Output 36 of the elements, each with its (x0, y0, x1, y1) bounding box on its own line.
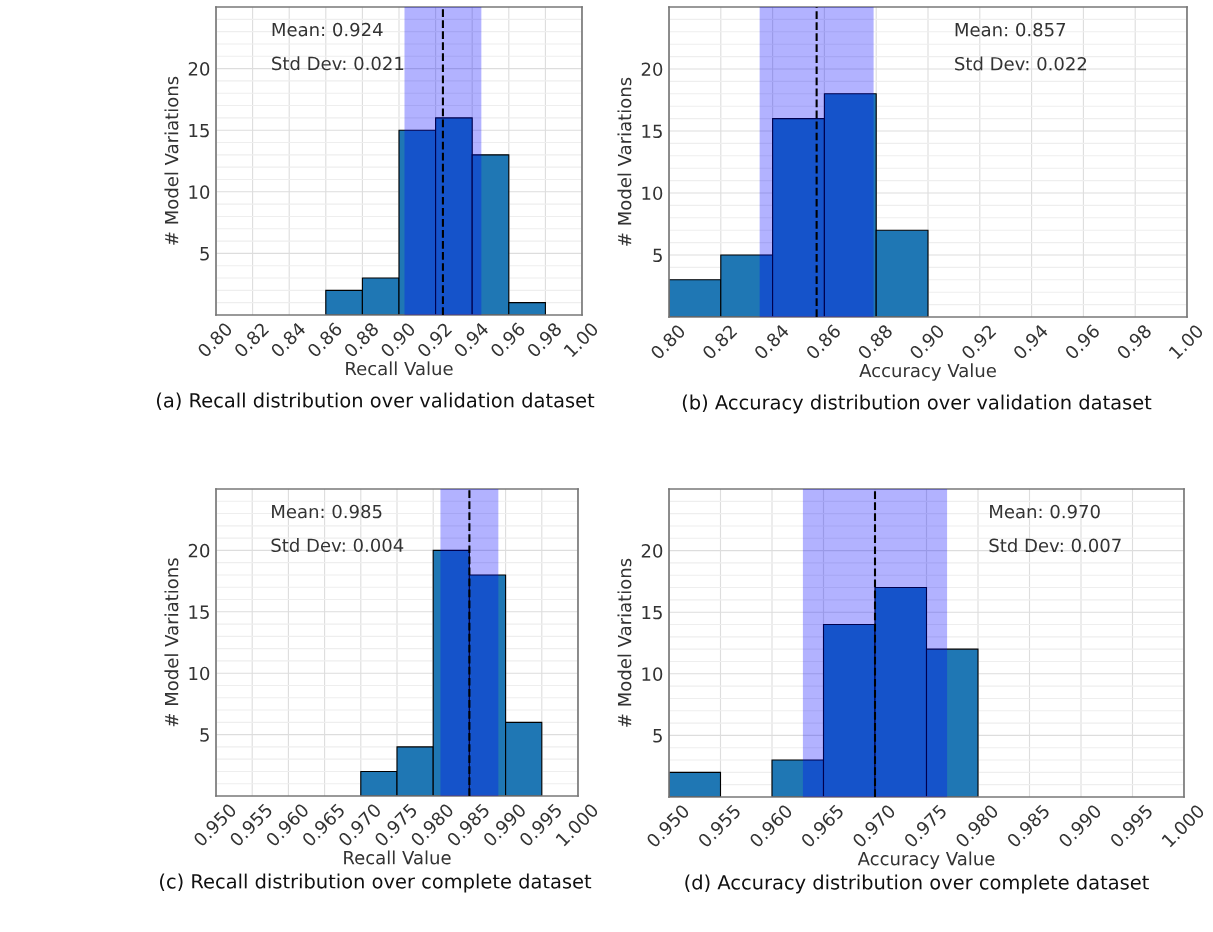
text: (b) Accuracy distribution over validation dataset (682, 394, 1152, 414)
y-tick-label: 10 (642, 667, 663, 681)
y-tick-label: 20 (641, 544, 663, 558)
y-axis-title: # Model Variations (164, 76, 179, 245)
y-tick-label: 5 (653, 729, 662, 743)
y-tick-label: 10 (642, 186, 663, 201)
y-tick-label: 15 (642, 124, 662, 139)
y-tick-label: 5 (653, 248, 662, 263)
annotation: Std Dev: 0.004 (271, 538, 404, 553)
annotation: Std Dev: 0.007 (989, 538, 1121, 553)
y-tick-label: 20 (188, 62, 210, 76)
y-axis-title: # Model Variations (164, 558, 179, 727)
y-tick-label: 15 (189, 605, 209, 619)
annotation: Mean: 0.924 (272, 22, 383, 37)
y-tick-label: 10 (189, 666, 210, 681)
y-axis-title: # Model Variations (617, 558, 632, 727)
y-tick-label: 15 (189, 123, 209, 138)
y-tick-label: 20 (188, 543, 210, 558)
annotation: Std Dev: 0.021 (272, 56, 404, 71)
y-tick-label: 5 (200, 247, 209, 261)
annotation: Mean: 0.857 (955, 22, 1066, 37)
annotation: Mean: 0.970 (990, 504, 1100, 519)
x-axis-title: Recall Value (346, 361, 453, 376)
y-tick-label: 20 (641, 62, 663, 77)
y-tick-label: 15 (642, 605, 662, 620)
text: (c) Recall distribution over complete dataset (160, 873, 592, 893)
y-tick-label: 5 (200, 728, 209, 742)
x-axis-title: Recall Value (344, 850, 451, 865)
text: (d) Accuracy distribution over complete dataset (685, 874, 1149, 894)
x-axis-title: Accuracy Value (857, 851, 995, 869)
x-axis-title: Accuracy Value (859, 363, 996, 381)
annotation: Mean: 0.985 (272, 504, 382, 519)
text: (a) Recall distribution over validation dataset (156, 392, 595, 410)
y-axis-title: # Model Variations (617, 77, 632, 246)
annotation: Std Dev: 0.022 (955, 56, 1087, 71)
y-tick-label: 10 (189, 185, 210, 199)
